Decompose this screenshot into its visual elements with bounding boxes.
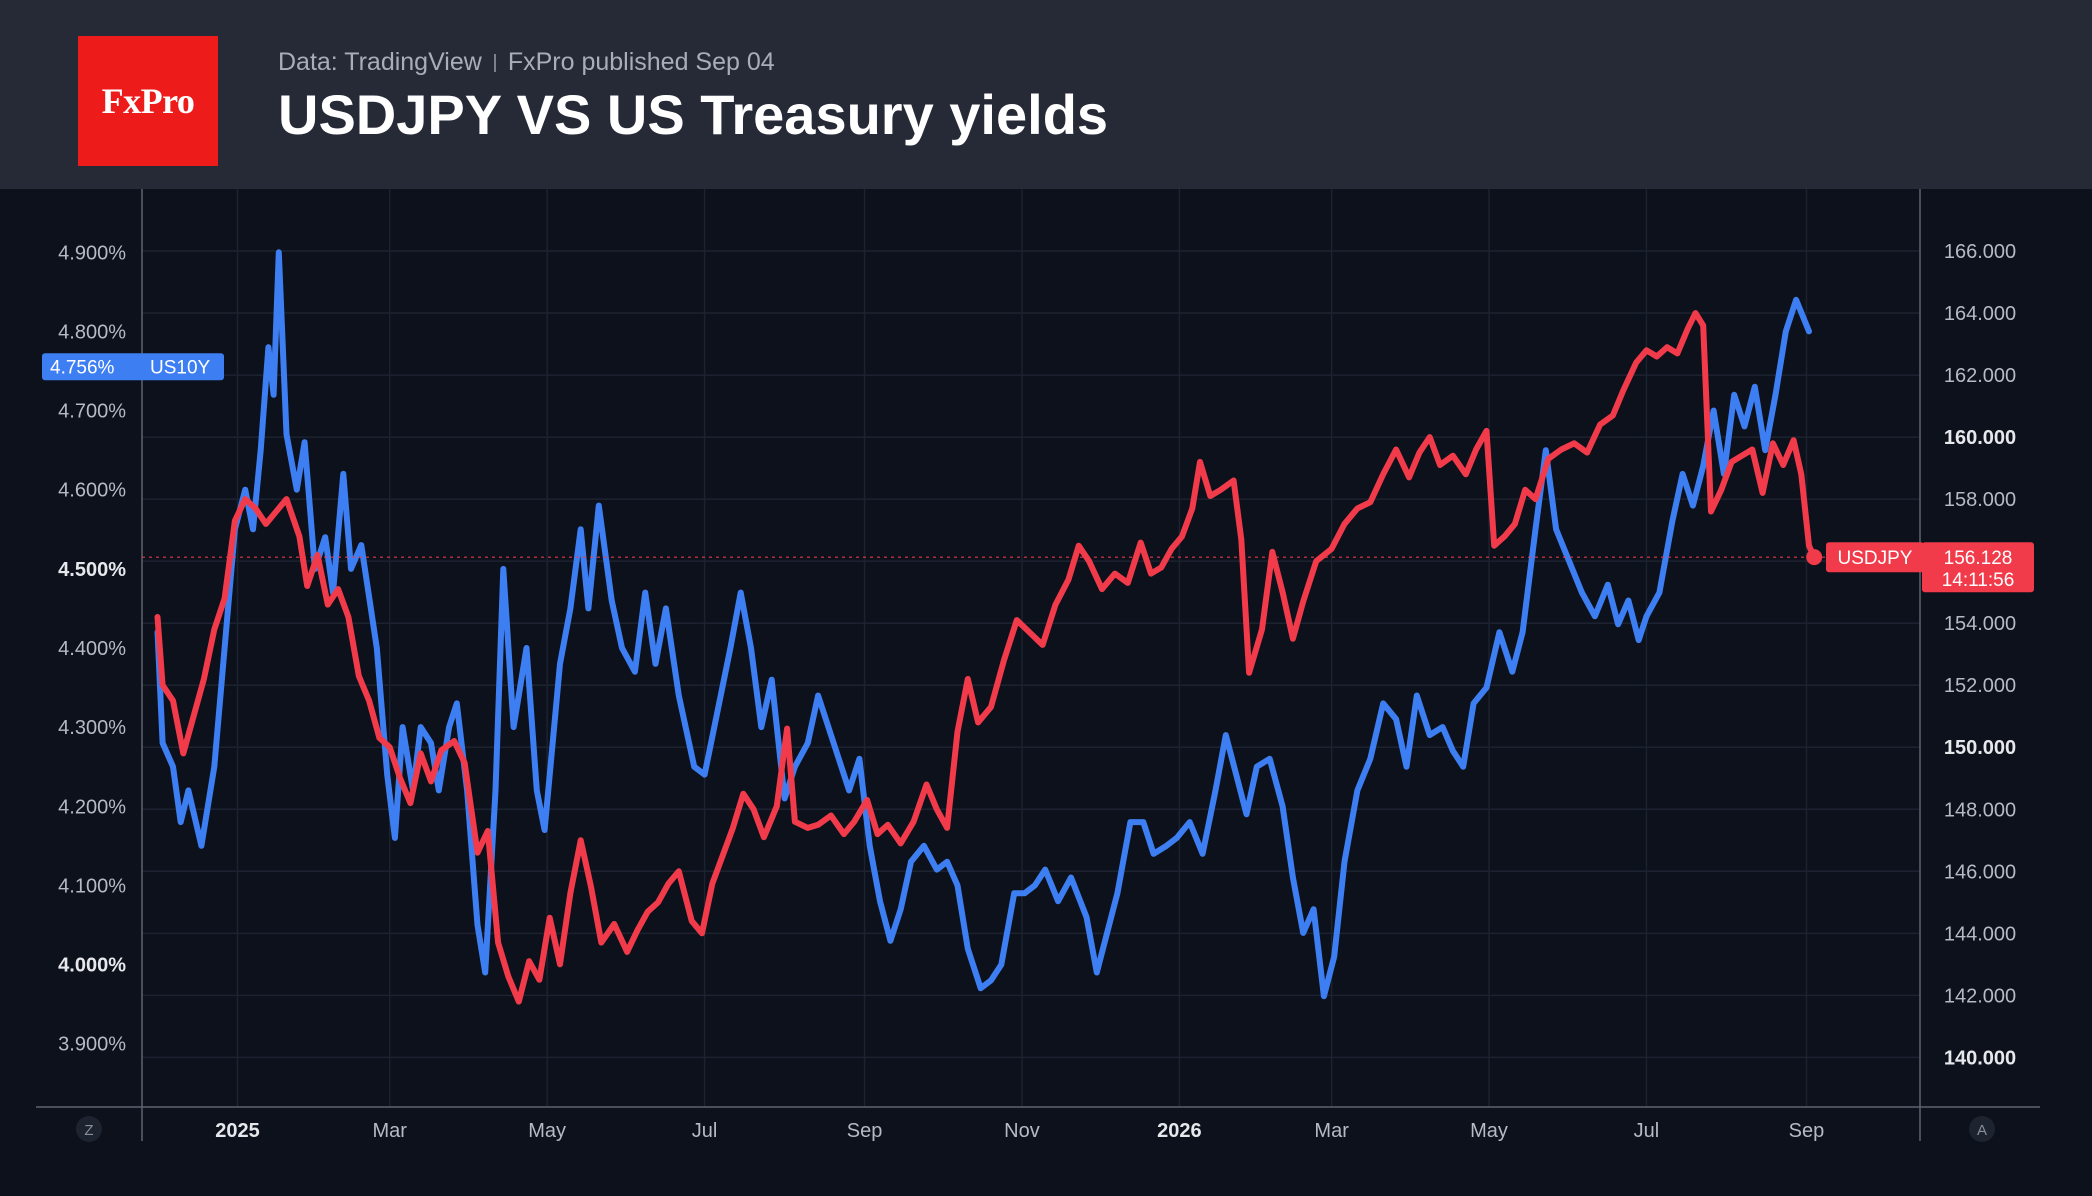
usdjpy-badge-name: USDJPY <box>1838 548 1913 569</box>
left-tick-label: 3.900% <box>58 1034 126 1056</box>
subtitle-separator <box>493 53 496 72</box>
right-tick-label: 158.000 <box>1944 489 2016 511</box>
data-source: Data: TradingView <box>278 48 482 76</box>
left-tick-label: 4.600% <box>58 480 126 502</box>
right-tick-label: 148.000 <box>1944 799 2016 821</box>
us10y-badge <box>42 353 224 381</box>
x-axis-ticks: 2025 Mar May Jul Sep Nov 2026 Mar May Jul Sep <box>215 1120 1824 1142</box>
header-bar: FxPro Data: TradingView FxPro published … <box>0 0 2092 189</box>
corner-buttons[interactable]: Z A <box>76 1116 1995 1142</box>
right-tick-label: 146.000 <box>1944 861 2016 883</box>
scale-z-button[interactable] <box>76 1116 102 1142</box>
right-tick-label: 166.000 <box>1944 241 2016 263</box>
left-tick-label: 4.200% <box>58 796 126 818</box>
left-axis-ticks: 3.900% 4.000% 4.100% 4.200% 4.300% 4.400% 4.50… <box>58 242 126 1055</box>
left-tick-label: 4.500% <box>58 559 126 581</box>
left-tick-label: 4.300% <box>58 717 126 739</box>
x-tick-label: 2026 <box>1157 1120 1202 1142</box>
usdjpy-badge-value: 156.128 <box>1944 548 2013 569</box>
left-tick-label: 4.700% <box>58 401 126 423</box>
x-tick-label: May <box>528 1120 566 1142</box>
chart-subtitle: Data: TradingView FxPro published Sep 04 <box>278 48 775 77</box>
right-tick-label: 140.000 <box>1944 1047 2016 1069</box>
right-tick-label: 142.000 <box>1944 985 2016 1007</box>
series-line-us10y <box>154 249 1812 1000</box>
scale-z-label: Z <box>84 1122 93 1139</box>
left-tick-label: 4.800% <box>58 321 126 343</box>
right-axis-ticks: 140.000 142.000 144.000 146.000 148.000 150.0… <box>1944 241 2016 1069</box>
right-tick-label: 144.000 <box>1944 923 2016 945</box>
left-tick-label: 4.900% <box>58 242 126 264</box>
right-tick-label: 150.000 <box>1944 737 2016 759</box>
left-tick-label: 4.100% <box>58 875 126 897</box>
x-tick-label: Jul <box>1634 1120 1660 1142</box>
scale-a-button[interactable] <box>1969 1116 1995 1142</box>
series-lines <box>154 249 1818 1005</box>
left-tick-label: 4.000% <box>58 955 126 977</box>
scale-a-label: A <box>1977 1122 1987 1139</box>
axes <box>36 189 2040 1141</box>
fxpro-logo: FxPro <box>78 36 218 166</box>
logo-text: FxPro <box>101 81 195 121</box>
us10y-badge-name: US10Y <box>150 357 211 378</box>
x-tick-label: Sep <box>847 1120 883 1142</box>
x-tick-label: Jul <box>692 1120 718 1142</box>
right-tick-label: 164.000 <box>1944 303 2016 325</box>
published-date: FxPro published Sep 04 <box>507 48 775 76</box>
right-tick-label: 154.000 <box>1944 613 2016 635</box>
usdjpy-last-point <box>1806 549 1823 566</box>
chart-title: USDJPY VS US Treasury yields <box>278 83 1109 146</box>
x-tick-label: Mar <box>1314 1120 1349 1142</box>
x-tick-label: 2025 <box>215 1120 260 1142</box>
grid-lines <box>142 189 1920 1107</box>
usdjpy-badge-countdown: 14:11:56 <box>1942 570 2015 591</box>
usdjpy-price-badge <box>1922 542 2034 593</box>
us10y-badge-value: 4.756% <box>50 357 115 378</box>
x-tick-label: Mar <box>373 1120 408 1142</box>
usdjpy-name-badge <box>1826 542 1924 573</box>
chart-canvas[interactable]: 3.900% 4.000% 4.100% 4.200% 4.300% 4.400% 4.50… <box>0 189 2092 1196</box>
right-tick-label: 162.000 <box>1944 365 2016 387</box>
x-tick-label: May <box>1470 1120 1508 1142</box>
right-tick-label: 152.000 <box>1944 675 2016 697</box>
x-tick-label: Nov <box>1004 1120 1040 1142</box>
right-tick-label: 160.000 <box>1944 427 2016 449</box>
x-tick-label: Sep <box>1789 1120 1825 1142</box>
left-tick-label: 4.400% <box>58 638 126 660</box>
series-line-usdjpy <box>154 310 1818 1005</box>
